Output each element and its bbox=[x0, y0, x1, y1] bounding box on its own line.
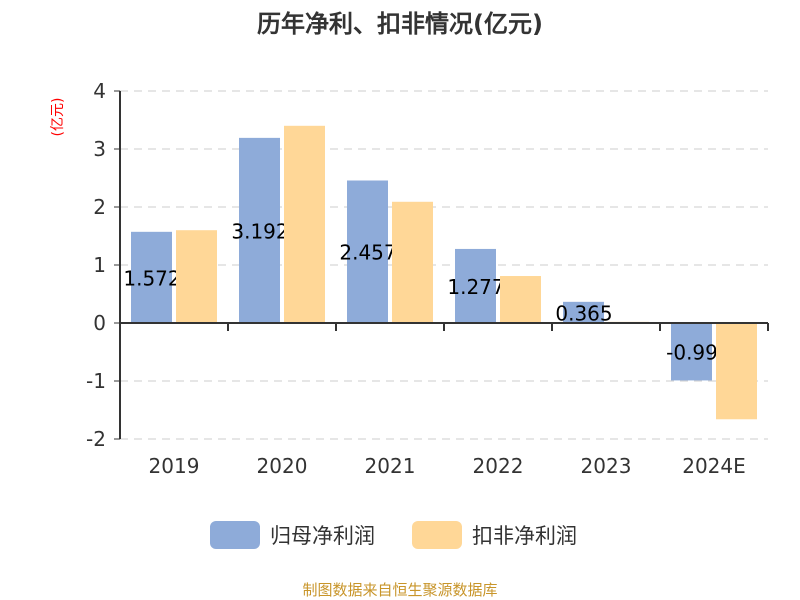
data-label: 1.277 bbox=[447, 275, 504, 299]
legend-swatch bbox=[210, 521, 260, 549]
x-tick-label: 2020 bbox=[257, 454, 308, 478]
data-label: 0.365 bbox=[555, 301, 612, 325]
y-tick-label: 4 bbox=[93, 79, 106, 103]
data-label: 3.192 bbox=[231, 219, 288, 243]
x-tick-label: 2023 bbox=[581, 454, 632, 478]
bar-guimu bbox=[239, 137, 280, 323]
x-tick-label: 2021 bbox=[365, 454, 416, 478]
data-label: 1.572 bbox=[123, 266, 180, 290]
data-label: -0.99 bbox=[666, 341, 718, 365]
y-tick-label: 1 bbox=[93, 253, 106, 277]
legend-swatch bbox=[412, 521, 462, 549]
bar-kaofei bbox=[176, 230, 217, 323]
y-tick-label: -2 bbox=[86, 427, 106, 451]
chart-title: 历年净利、扣非情况(亿元) bbox=[257, 10, 543, 38]
footer-source: 制图数据来自恒生聚源数据库 bbox=[302, 581, 497, 599]
legend-label: 归母净利润 bbox=[270, 524, 375, 548]
x-tick-label: 2019 bbox=[149, 454, 200, 478]
bar-kaofei bbox=[716, 323, 757, 420]
x-tick-label: 2022 bbox=[473, 454, 524, 478]
bar-kaofei bbox=[392, 201, 433, 323]
bar-guimu bbox=[563, 301, 604, 323]
y-tick-label: -1 bbox=[86, 369, 106, 393]
data-label: 2.457 bbox=[339, 241, 396, 265]
x-tick-label: 2024E bbox=[682, 454, 746, 478]
y-tick-label: 3 bbox=[93, 137, 106, 161]
legend-label: 扣非净利润 bbox=[472, 524, 577, 548]
bar-guimu bbox=[671, 323, 712, 381]
bar-guimu bbox=[347, 180, 388, 323]
bar-kaofei bbox=[284, 125, 325, 323]
y-tick-label: 0 bbox=[93, 311, 106, 335]
y-tick-label: 2 bbox=[93, 195, 106, 219]
bar-kaofei bbox=[500, 276, 541, 323]
bar-guimu bbox=[131, 231, 172, 323]
bar-guimu bbox=[455, 248, 496, 323]
y-axis-label: (亿元) bbox=[50, 98, 66, 137]
